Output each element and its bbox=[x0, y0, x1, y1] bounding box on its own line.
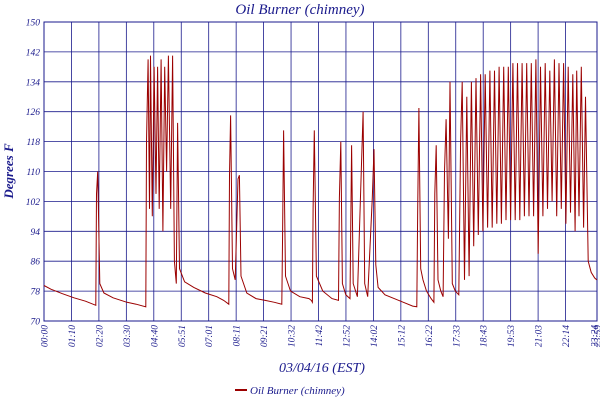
y-tick-label: 126 bbox=[26, 108, 41, 118]
y-tick-labels: 150 142 134 126 118 110 102 94 86 78 70 bbox=[26, 19, 41, 328]
y-tick-label: 118 bbox=[26, 138, 40, 148]
x-tick-label: 02:20 bbox=[95, 325, 105, 347]
x-tick-label: 11:42 bbox=[315, 325, 325, 347]
y-tick-label: 142 bbox=[26, 48, 41, 58]
y-tick-label: 94 bbox=[31, 228, 41, 238]
grid-lines bbox=[43, 21, 597, 322]
x-tick-label: 09:21 bbox=[260, 325, 270, 347]
y-tick-label: 86 bbox=[31, 258, 41, 268]
x-tick-label: 04:40 bbox=[150, 325, 160, 347]
y-tick-label: 78 bbox=[31, 288, 41, 298]
legend: Oil Burner (chimney) bbox=[235, 385, 345, 397]
chart-title: Oil Burner (chimney) bbox=[235, 2, 365, 18]
x-axis-label: 03/04/16 (EST) bbox=[279, 361, 365, 376]
x-tick-label: 14:02 bbox=[370, 325, 380, 347]
y-tick-label: 110 bbox=[26, 168, 40, 178]
y-tick-label: 134 bbox=[26, 78, 41, 88]
x-tick-label: 00:00 bbox=[41, 325, 51, 347]
x-tick-label: 05:51 bbox=[178, 325, 188, 347]
series-line-oil-burner bbox=[43, 55, 598, 308]
x-tick-label: 03:30 bbox=[123, 325, 133, 347]
x-tick-label: 22:14 bbox=[562, 325, 572, 347]
x-tick-label: 21:03 bbox=[535, 325, 545, 347]
x-tick-label: 07:01 bbox=[205, 325, 215, 347]
x-tick-label: 17:33 bbox=[452, 325, 462, 347]
y-axis-label: Degrees F bbox=[1, 143, 16, 200]
x-tick-label: 23:59 bbox=[594, 325, 600, 347]
x-tick-label: 15:12 bbox=[397, 325, 407, 347]
x-tick-label: 23:24 bbox=[591, 325, 600, 347]
x-tick-label: 10:32 bbox=[288, 325, 298, 347]
legend-label: Oil Burner (chimney) bbox=[250, 385, 345, 397]
x-tick-label: 19:53 bbox=[507, 325, 517, 347]
x-tick-labels: 00:00 01:10 02:20 03:30 04:40 05:51 07:01 08:11… bbox=[41, 325, 600, 347]
x-tick-label: 08:11 bbox=[233, 325, 243, 346]
y-tick-label: 102 bbox=[26, 198, 41, 208]
x-tick-label: 12:52 bbox=[342, 325, 352, 347]
y-tick-label: 150 bbox=[26, 19, 41, 29]
x-tick-label: 01:10 bbox=[68, 325, 78, 347]
y-tick-label: 70 bbox=[31, 318, 41, 328]
x-tick-label: 16:22 bbox=[425, 325, 435, 347]
x-tick-label: 18:43 bbox=[480, 325, 490, 347]
